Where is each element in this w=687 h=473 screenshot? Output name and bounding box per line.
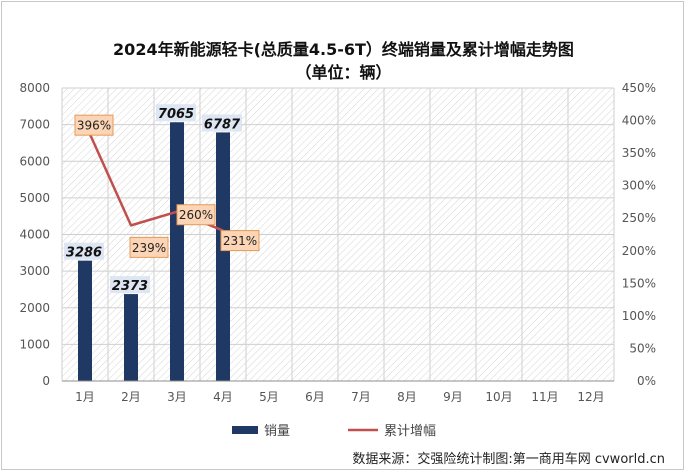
- x-tick-label: 8月: [397, 390, 417, 404]
- bar-data-label: 6787: [204, 117, 241, 132]
- x-tick-label: 12月: [577, 390, 604, 404]
- x-tick-label: 7月: [351, 390, 371, 404]
- chart-subtitle: （单位：辆）: [295, 63, 392, 82]
- line-data-label-box: [74, 114, 114, 136]
- bar-data-label-box: [64, 242, 104, 260]
- x-tick-label: 4月: [213, 390, 233, 404]
- line-data-label: 396%: [77, 119, 111, 133]
- legend-swatch-bar: [232, 426, 258, 434]
- bar-data-label: 2373: [112, 279, 148, 294]
- y-right-tick-label: 250%: [622, 211, 656, 225]
- line-data-label: 239%: [132, 241, 166, 255]
- bar-data-label: 7065: [158, 107, 194, 122]
- x-tick-label: 10月: [485, 390, 512, 404]
- x-tick-label: 11月: [531, 390, 558, 404]
- line-data-label-box: [129, 236, 169, 258]
- bar-data-label: 3286: [66, 246, 102, 261]
- line-data-label: 260%: [179, 208, 213, 222]
- y-right-tick-label: 400%: [622, 114, 656, 128]
- line-data-label-box: [220, 230, 260, 252]
- x-tick-label: 5月: [259, 390, 279, 404]
- bar: [216, 132, 230, 381]
- y-right-tick-label: 350%: [622, 146, 656, 160]
- y-left-tick-label: 8000: [19, 81, 50, 95]
- y-right-tick-label: 150%: [622, 276, 656, 290]
- x-tick-label: 9月: [443, 390, 463, 404]
- legend-label-bar: 销量: [264, 424, 290, 439]
- bar: [78, 260, 92, 381]
- source-note: 数据来源：交强险统计制图:第一商用车网 cvworld.cn: [352, 452, 665, 467]
- bar: [124, 294, 138, 381]
- y-left-tick-label: 0: [42, 374, 50, 388]
- y-left-tick-label: 6000: [19, 154, 50, 168]
- line-data-label: 231%: [223, 234, 257, 248]
- y-right-tick-label: 450%: [622, 81, 656, 95]
- y-right-tick-label: 50%: [629, 341, 656, 355]
- y-left-tick-label: 3000: [19, 264, 50, 278]
- y-left-tick-label: 4000: [19, 228, 50, 242]
- bar: [170, 122, 184, 381]
- bar-data-label-box: [110, 276, 150, 294]
- y-right-tick-label: 100%: [622, 309, 656, 323]
- y-right-tick-label: 300%: [622, 179, 656, 193]
- bar-data-label-box: [202, 114, 242, 132]
- y-left-tick-label: 7000: [19, 118, 50, 132]
- x-tick-label: 6月: [305, 390, 325, 404]
- x-tick-label: 2月: [121, 390, 141, 404]
- y-left-tick-label: 1000: [19, 337, 50, 351]
- chart-title: 2024年新能源轻卡(总质量4.5-6T）终端销量及累计增幅走势图: [113, 40, 574, 59]
- x-tick-label: 1月: [75, 390, 95, 404]
- line-data-label-box: [176, 204, 216, 226]
- bar-data-label-box: [156, 104, 196, 122]
- y-left-tick-label: 2000: [19, 301, 50, 315]
- legend-label-line: 累计增幅: [384, 424, 436, 439]
- y-left-tick-label: 5000: [19, 191, 50, 205]
- y-right-tick-label: 0%: [637, 374, 656, 388]
- x-tick-label: 3月: [167, 390, 187, 404]
- y-right-tick-label: 200%: [622, 244, 656, 258]
